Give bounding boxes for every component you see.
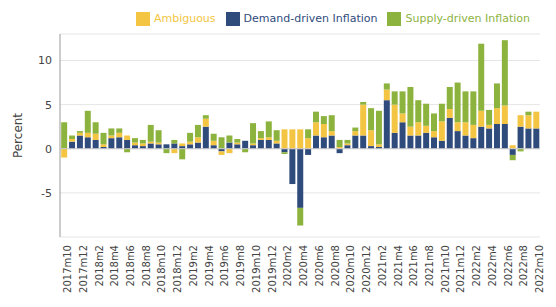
svg-text:2020m6: 2020m6: [314, 245, 325, 287]
svg-text:2020m12: 2020m12: [361, 245, 372, 293]
svg-text:2019m10: 2019m10: [251, 245, 262, 293]
svg-text:5: 5: [45, 99, 52, 112]
svg-text:2018m8: 2018m8: [141, 245, 152, 287]
svg-text:2021m4: 2021m4: [393, 245, 404, 287]
svg-text:2022m6: 2022m6: [503, 245, 514, 287]
html-text:Demand-driven Inflation: Demand-driven Inflation: [243, 12, 378, 25]
svg-text:0: 0: [45, 143, 52, 156]
svg-text:2021m2: 2021m2: [377, 245, 388, 287]
svg-text:10: 10: [38, 54, 52, 67]
svg-text:-5: -5: [41, 187, 52, 200]
svg-text:2017m10: 2017m10: [62, 245, 73, 293]
svg-text:2019m12: 2019m12: [267, 245, 278, 293]
html-text:Supply-driven Inflation: Supply-driven Inflation: [405, 12, 530, 25]
svg-text:2019m2: 2019m2: [188, 245, 199, 287]
svg-text:Percent: Percent: [11, 113, 25, 158]
svg-text:2018m2: 2018m2: [94, 245, 105, 287]
svg-text:2018m10: 2018m10: [156, 245, 167, 293]
svg-text:2022m4: 2022m4: [487, 245, 498, 287]
svg-text:2018m12: 2018m12: [172, 245, 183, 293]
svg-text:2018m4: 2018m4: [109, 245, 120, 287]
svg-text:2019m8: 2019m8: [235, 245, 246, 287]
svg-text:2021m10: 2021m10: [440, 245, 451, 293]
svg-text:2020m8: 2020m8: [330, 245, 341, 287]
svg-text:2022m10: 2022m10: [534, 245, 545, 293]
svg-text:2021m8: 2021m8: [424, 245, 435, 287]
svg-text:2022m2: 2022m2: [471, 245, 482, 287]
html-text:Ambiguous: Ambiguous: [153, 12, 216, 25]
svg-text:2020m4: 2020m4: [298, 245, 309, 287]
svg-text:2019m4: 2019m4: [204, 245, 215, 287]
svg-text:2022m8: 2022m8: [518, 245, 529, 287]
svg-text:2020m2: 2020m2: [282, 245, 293, 287]
svg-text:2019m6: 2019m6: [219, 245, 230, 287]
svg-text:2018m6: 2018m6: [125, 245, 136, 287]
svg-text:2017m12: 2017m12: [78, 245, 89, 293]
svg-text:2020m10: 2020m10: [345, 245, 356, 293]
svg-text:2021m6: 2021m6: [408, 245, 419, 287]
svg-text:2021m12: 2021m12: [455, 245, 466, 293]
